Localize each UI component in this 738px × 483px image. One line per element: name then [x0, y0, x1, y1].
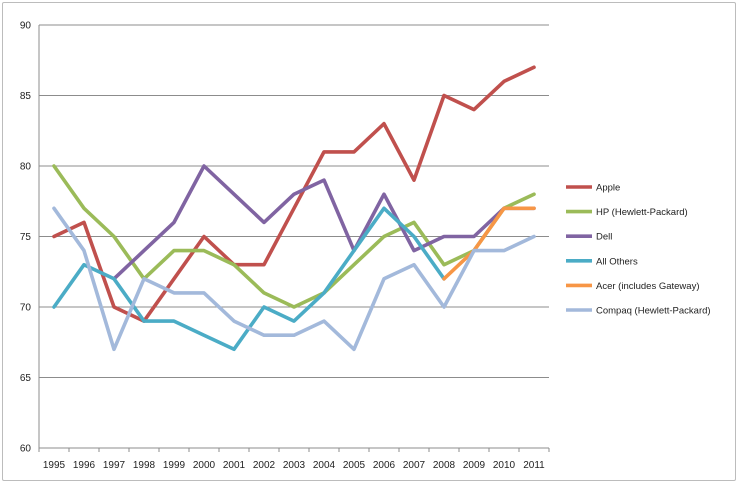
- y-tick-label: 70: [20, 303, 32, 314]
- y-tick-label: 65: [20, 373, 32, 384]
- x-tick-label: 2004: [313, 460, 336, 471]
- x-tick-label: 2002: [253, 460, 276, 471]
- x-tick-label: 2009: [463, 460, 486, 471]
- x-tick-label: 2007: [403, 460, 426, 471]
- series-line-compaq-hewlett-packard: [52, 206, 536, 352]
- x-tick-label: 1997: [103, 460, 126, 471]
- legend-label-hp-hewlett-packard: HP (Hewlett-Packard): [596, 207, 688, 218]
- y-tick-label: 75: [20, 232, 32, 243]
- x-tick-label: 2000: [193, 460, 216, 471]
- legend-label-dell: Dell: [596, 232, 612, 243]
- series-line-hp-hewlett-packard: [52, 164, 536, 309]
- x-tick-label: 1995: [43, 460, 66, 471]
- legend-label-acer-includes-gateway: Acer (includes Gateway): [596, 281, 699, 292]
- x-tick-label: 2005: [343, 460, 366, 471]
- x-tick-label: 1998: [133, 460, 156, 471]
- series-line-apple: [52, 65, 536, 323]
- legend-label-apple: Apple: [596, 183, 620, 194]
- x-tick-label: 2003: [283, 460, 306, 471]
- y-tick-label: 60: [20, 444, 32, 455]
- series-compaq-hewlett-packard: [52, 206, 536, 352]
- y-tick-label: 90: [20, 21, 32, 32]
- y-tick-label: 80: [20, 162, 32, 173]
- y-tick-label: 85: [20, 91, 32, 102]
- x-tick-label: 2006: [373, 460, 396, 471]
- x-tick-label: 2011: [523, 460, 545, 471]
- line-chart: 60 65 70 75 80 85 90 1995 1996 1997 1998 1999 2000 20…: [20, 21, 711, 472]
- series-dell: [112, 164, 536, 281]
- x-tick-label: 1999: [163, 460, 186, 471]
- x-tick-label: 2008: [433, 460, 456, 471]
- series-line-dell: [112, 164, 536, 281]
- series-hp-hewlett-packard: [52, 164, 536, 309]
- series-apple: [52, 65, 536, 323]
- series-line-acer-includes-gateway: [442, 206, 536, 281]
- x-tick-label: 2001: [223, 460, 246, 471]
- legend: Apple HP (Hewlett-Packard) Dell All Others A…: [566, 183, 711, 317]
- series-acer-includes-gateway: [442, 206, 536, 281]
- x-tick-label: 1996: [73, 460, 96, 471]
- legend-label-compaq-hewlett-packard: Compaq (Hewlett-Packard): [596, 306, 711, 317]
- legend-label-all-others: All Others: [596, 256, 638, 267]
- x-tick-label: 2010: [493, 460, 516, 471]
